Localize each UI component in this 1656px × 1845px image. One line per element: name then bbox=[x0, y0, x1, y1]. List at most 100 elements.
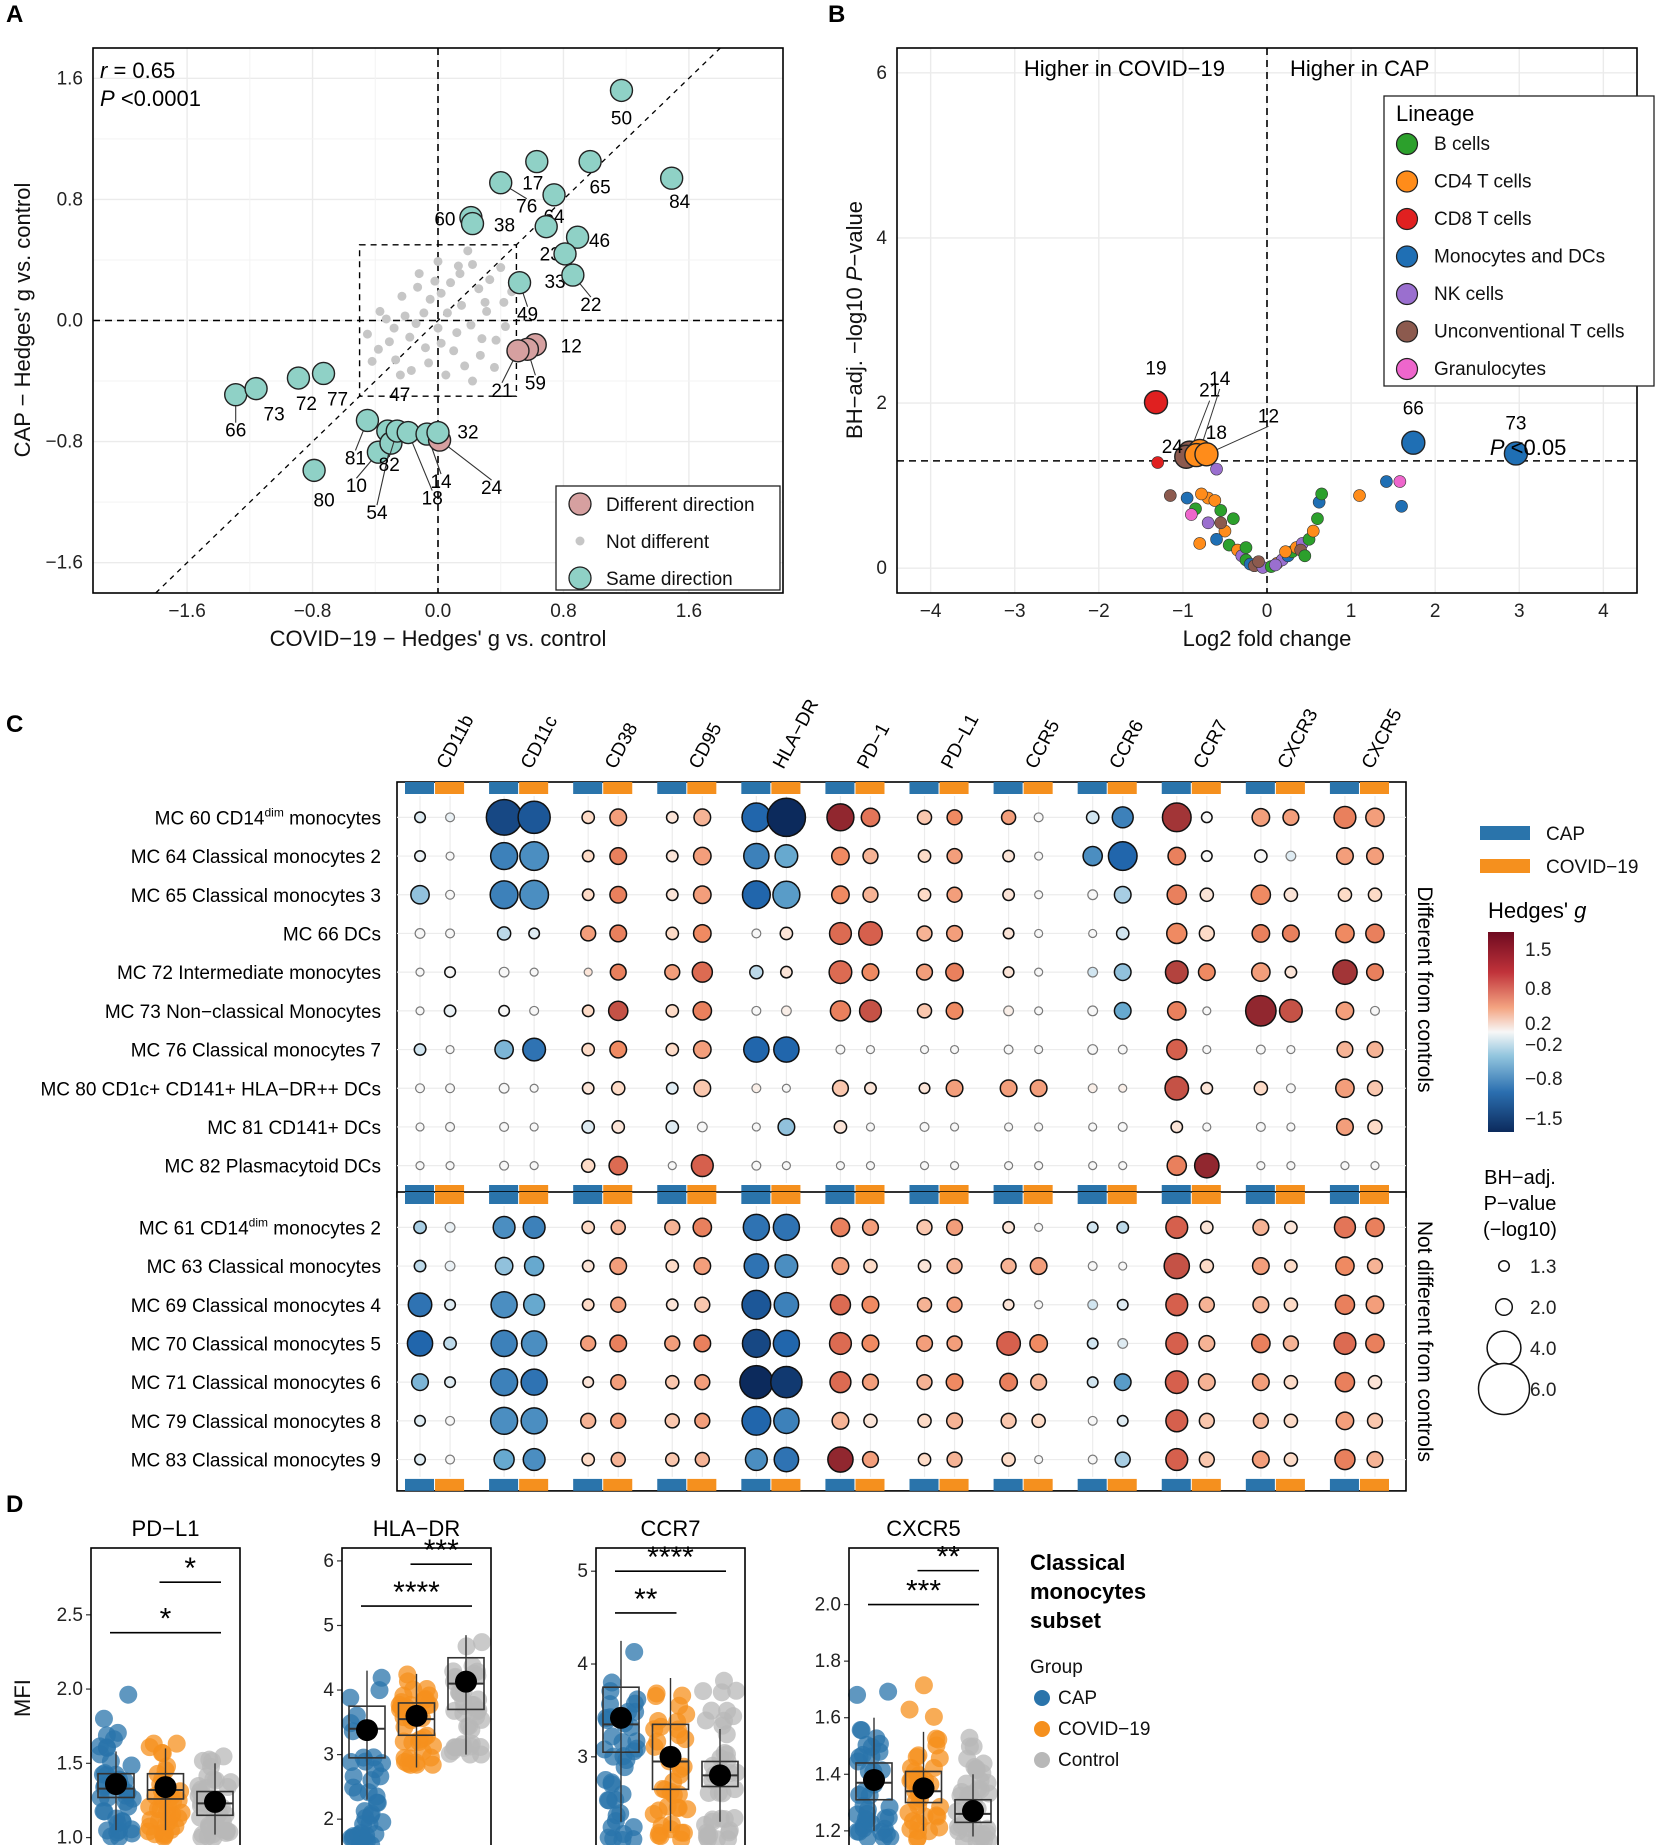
condition-strip-cap bbox=[993, 1478, 1023, 1491]
condition-strip-covid bbox=[1359, 1192, 1389, 1204]
dot bbox=[489, 880, 519, 910]
box-iqr bbox=[651, 1723, 690, 1791]
box-mean bbox=[204, 1790, 226, 1813]
dot bbox=[1283, 1297, 1299, 1313]
dot bbox=[1334, 1448, 1356, 1471]
dot bbox=[858, 999, 883, 1023]
dot bbox=[1251, 923, 1271, 943]
dot bbox=[1088, 1161, 1098, 1171]
column-header: PD−1 bbox=[853, 720, 894, 772]
boxplot-frame bbox=[595, 1547, 746, 1845]
scatter-point-same bbox=[534, 214, 558, 239]
dot bbox=[1166, 922, 1188, 945]
box-iqr bbox=[701, 1760, 739, 1788]
scatter-point-same bbox=[489, 171, 513, 195]
dot bbox=[1000, 809, 1017, 826]
dot bbox=[1116, 1414, 1129, 1427]
condition-strip-covid bbox=[1107, 1192, 1137, 1204]
dot bbox=[741, 1405, 772, 1436]
scatter-point-notdiff bbox=[362, 329, 372, 339]
dot bbox=[1200, 1081, 1214, 1095]
dot bbox=[444, 1376, 457, 1389]
significance-stars: *** bbox=[424, 1534, 459, 1567]
box-mean bbox=[912, 1777, 935, 1800]
point-label: 73 bbox=[264, 405, 285, 426]
dot bbox=[1250, 962, 1271, 983]
dot bbox=[1034, 1122, 1044, 1132]
dot bbox=[1365, 1217, 1385, 1238]
dot bbox=[1198, 1412, 1216, 1430]
jitter-point bbox=[122, 1756, 141, 1775]
point-label: 22 bbox=[580, 295, 601, 316]
dot bbox=[1165, 1293, 1189, 1317]
dot bbox=[1004, 1161, 1014, 1171]
dot bbox=[946, 886, 963, 903]
dot bbox=[1366, 1080, 1384, 1097]
dot bbox=[444, 1221, 456, 1233]
dot bbox=[1087, 1299, 1099, 1311]
dot bbox=[1087, 1261, 1098, 1272]
dot bbox=[490, 1290, 518, 1319]
jitter-point bbox=[858, 1804, 877, 1823]
jitter-point bbox=[140, 1797, 159, 1816]
dot bbox=[414, 1083, 426, 1094]
jitter-point bbox=[914, 1676, 933, 1695]
dot bbox=[1003, 1044, 1014, 1055]
row-label: MC 69 Classical monocytes 4 bbox=[131, 1296, 382, 1317]
dot bbox=[1336, 1040, 1354, 1059]
box-mean bbox=[659, 1745, 682, 1768]
volcano-point bbox=[1151, 456, 1164, 469]
point-label: 14 bbox=[1209, 369, 1231, 390]
jitter-point bbox=[472, 1710, 491, 1729]
scatter-point-notdiff bbox=[455, 269, 465, 279]
dot bbox=[1086, 1221, 1099, 1234]
y-tick-label: 3 bbox=[577, 1747, 588, 1768]
row-label: MC 79 Classical monocytes 8 bbox=[131, 1412, 381, 1433]
dot bbox=[1034, 1006, 1044, 1016]
scatter-point-notdiff bbox=[405, 332, 415, 342]
legend-subset-title-1: Classical bbox=[1030, 1550, 1125, 1575]
colorbar-tick: −0.8 bbox=[1525, 1069, 1563, 1090]
x-tick-label: −3 bbox=[1004, 601, 1026, 622]
dot bbox=[1082, 845, 1104, 867]
jitter-point bbox=[193, 1751, 212, 1770]
dot bbox=[1281, 924, 1300, 943]
row-label: MC 70 Classical monocytes 5 bbox=[131, 1334, 381, 1355]
dot bbox=[743, 842, 770, 870]
legend-subset-title-2: monocytes bbox=[1030, 1579, 1146, 1604]
dot bbox=[1370, 1161, 1380, 1171]
dot bbox=[692, 1000, 713, 1021]
dot bbox=[664, 1335, 681, 1352]
y-tick-label: 2 bbox=[323, 1809, 334, 1830]
scatter-point-notdiff bbox=[419, 308, 429, 318]
scatter-point-same bbox=[525, 149, 549, 174]
volcano-point bbox=[1227, 512, 1240, 525]
jitter-point bbox=[930, 1818, 949, 1837]
jitter-point bbox=[614, 1825, 633, 1844]
volcano-point bbox=[1210, 462, 1223, 476]
column-header: CCR7 bbox=[1190, 717, 1233, 773]
dot bbox=[916, 809, 933, 826]
condition-strip-cap bbox=[1329, 1192, 1359, 1204]
dot bbox=[945, 924, 964, 943]
dot bbox=[1366, 1040, 1384, 1059]
dot bbox=[1251, 1373, 1270, 1392]
dot bbox=[773, 1291, 800, 1318]
y-tick-label: 5 bbox=[323, 1615, 334, 1636]
scatter-point-same bbox=[224, 382, 248, 407]
scatter-point-same bbox=[565, 225, 590, 249]
dot bbox=[692, 923, 712, 943]
panel-a-xlabel: COVID−19 − Hedges' g vs. control bbox=[270, 626, 607, 651]
legend-key-notdiff bbox=[575, 536, 585, 546]
point-label: 12 bbox=[561, 337, 582, 358]
scatter-point-notdiff bbox=[389, 323, 399, 333]
dot bbox=[777, 1117, 796, 1136]
dot bbox=[945, 962, 965, 982]
dot bbox=[493, 1448, 515, 1471]
dot bbox=[665, 1259, 680, 1273]
scatter-point-notdiff bbox=[449, 346, 459, 356]
dot bbox=[415, 967, 425, 977]
dot bbox=[1197, 963, 1216, 982]
size-legend-label: 6.0 bbox=[1530, 1380, 1556, 1401]
dot bbox=[741, 802, 772, 833]
